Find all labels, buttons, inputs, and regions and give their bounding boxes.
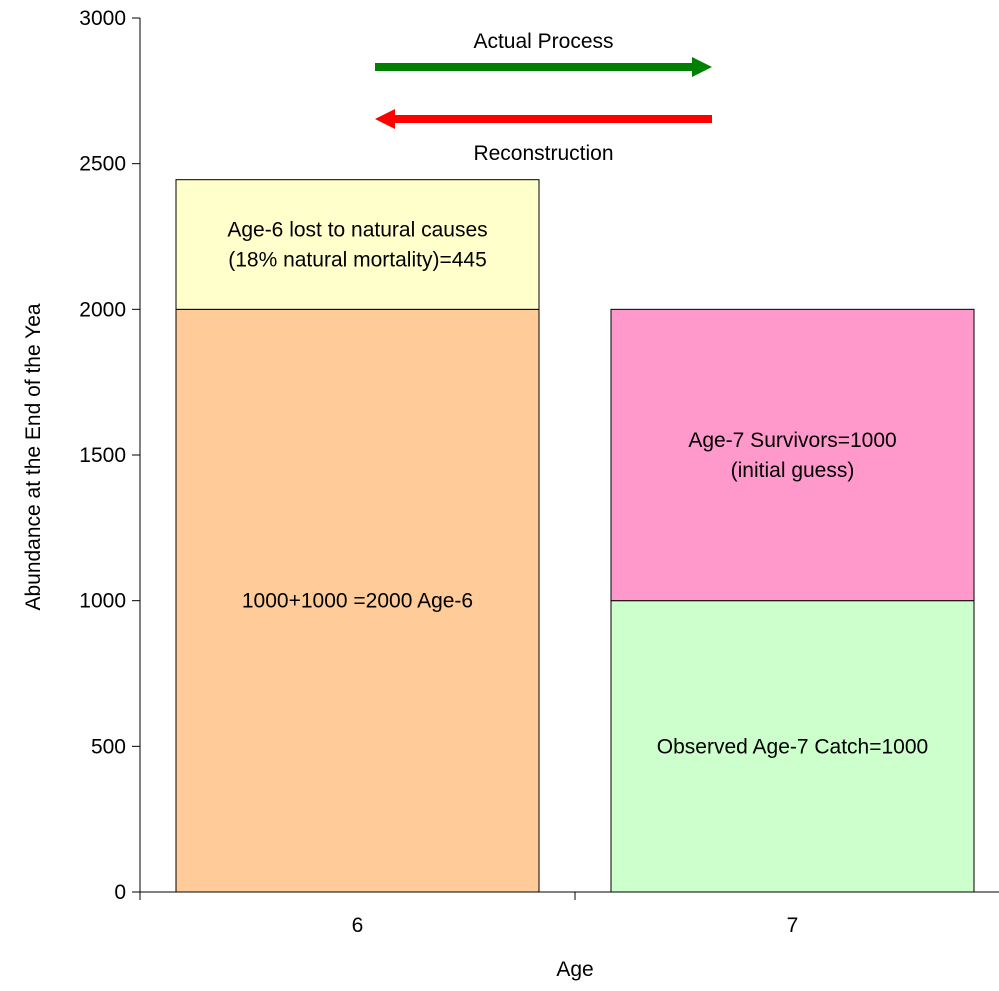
bar-segment-6-2 [175,179,540,310]
bar-segment-label: (initial guess) [731,459,855,482]
bars-layer: 1000+1000 =2000 Age-6 Age-6 lost to natur… [175,179,975,893]
annotation-label: Reconstruction [473,142,613,165]
bar-segment-label: Age-6 lost to natural causes [227,219,487,242]
y-tick-label: 2000 [79,298,126,321]
y-tick-label: 500 [91,735,126,758]
y-tick-label: 3000 [79,7,126,30]
annotation-label: Actual Process [473,30,613,53]
y-tick-label: 1500 [79,444,126,467]
bar-segment-label: 1000+1000 =2000 Age-6 [242,590,473,613]
bar-segment-6-1 [175,308,540,893]
y-tick-label: 2500 [79,153,126,176]
annotations: Actual Process Reconstruction [375,30,712,165]
arrow-right-head [692,57,712,77]
y-tick-label: 1000 [79,590,126,613]
x-axis-title: Age [556,958,593,981]
bar-segment-label: (18% natural mortality)=445 [228,249,487,272]
bar-segment-label: Observed Age-7 Catch=1000 [657,735,928,758]
bar-segment-7-2 [610,308,975,602]
x-tick-label: 7 [787,914,799,937]
bar-segment-7-1 [610,600,975,893]
y-axis-title: Abundance at the End of the Yea [22,303,45,610]
bar-segment-label: Age-7 Survivors=1000 [688,429,896,452]
y-tick-label: 0 [114,881,126,904]
arrow-left-head [375,109,395,129]
x-tick-label: 6 [352,914,364,937]
y-ticks: 0 500 1000 1500 2000 2500 3000 [79,7,140,904]
